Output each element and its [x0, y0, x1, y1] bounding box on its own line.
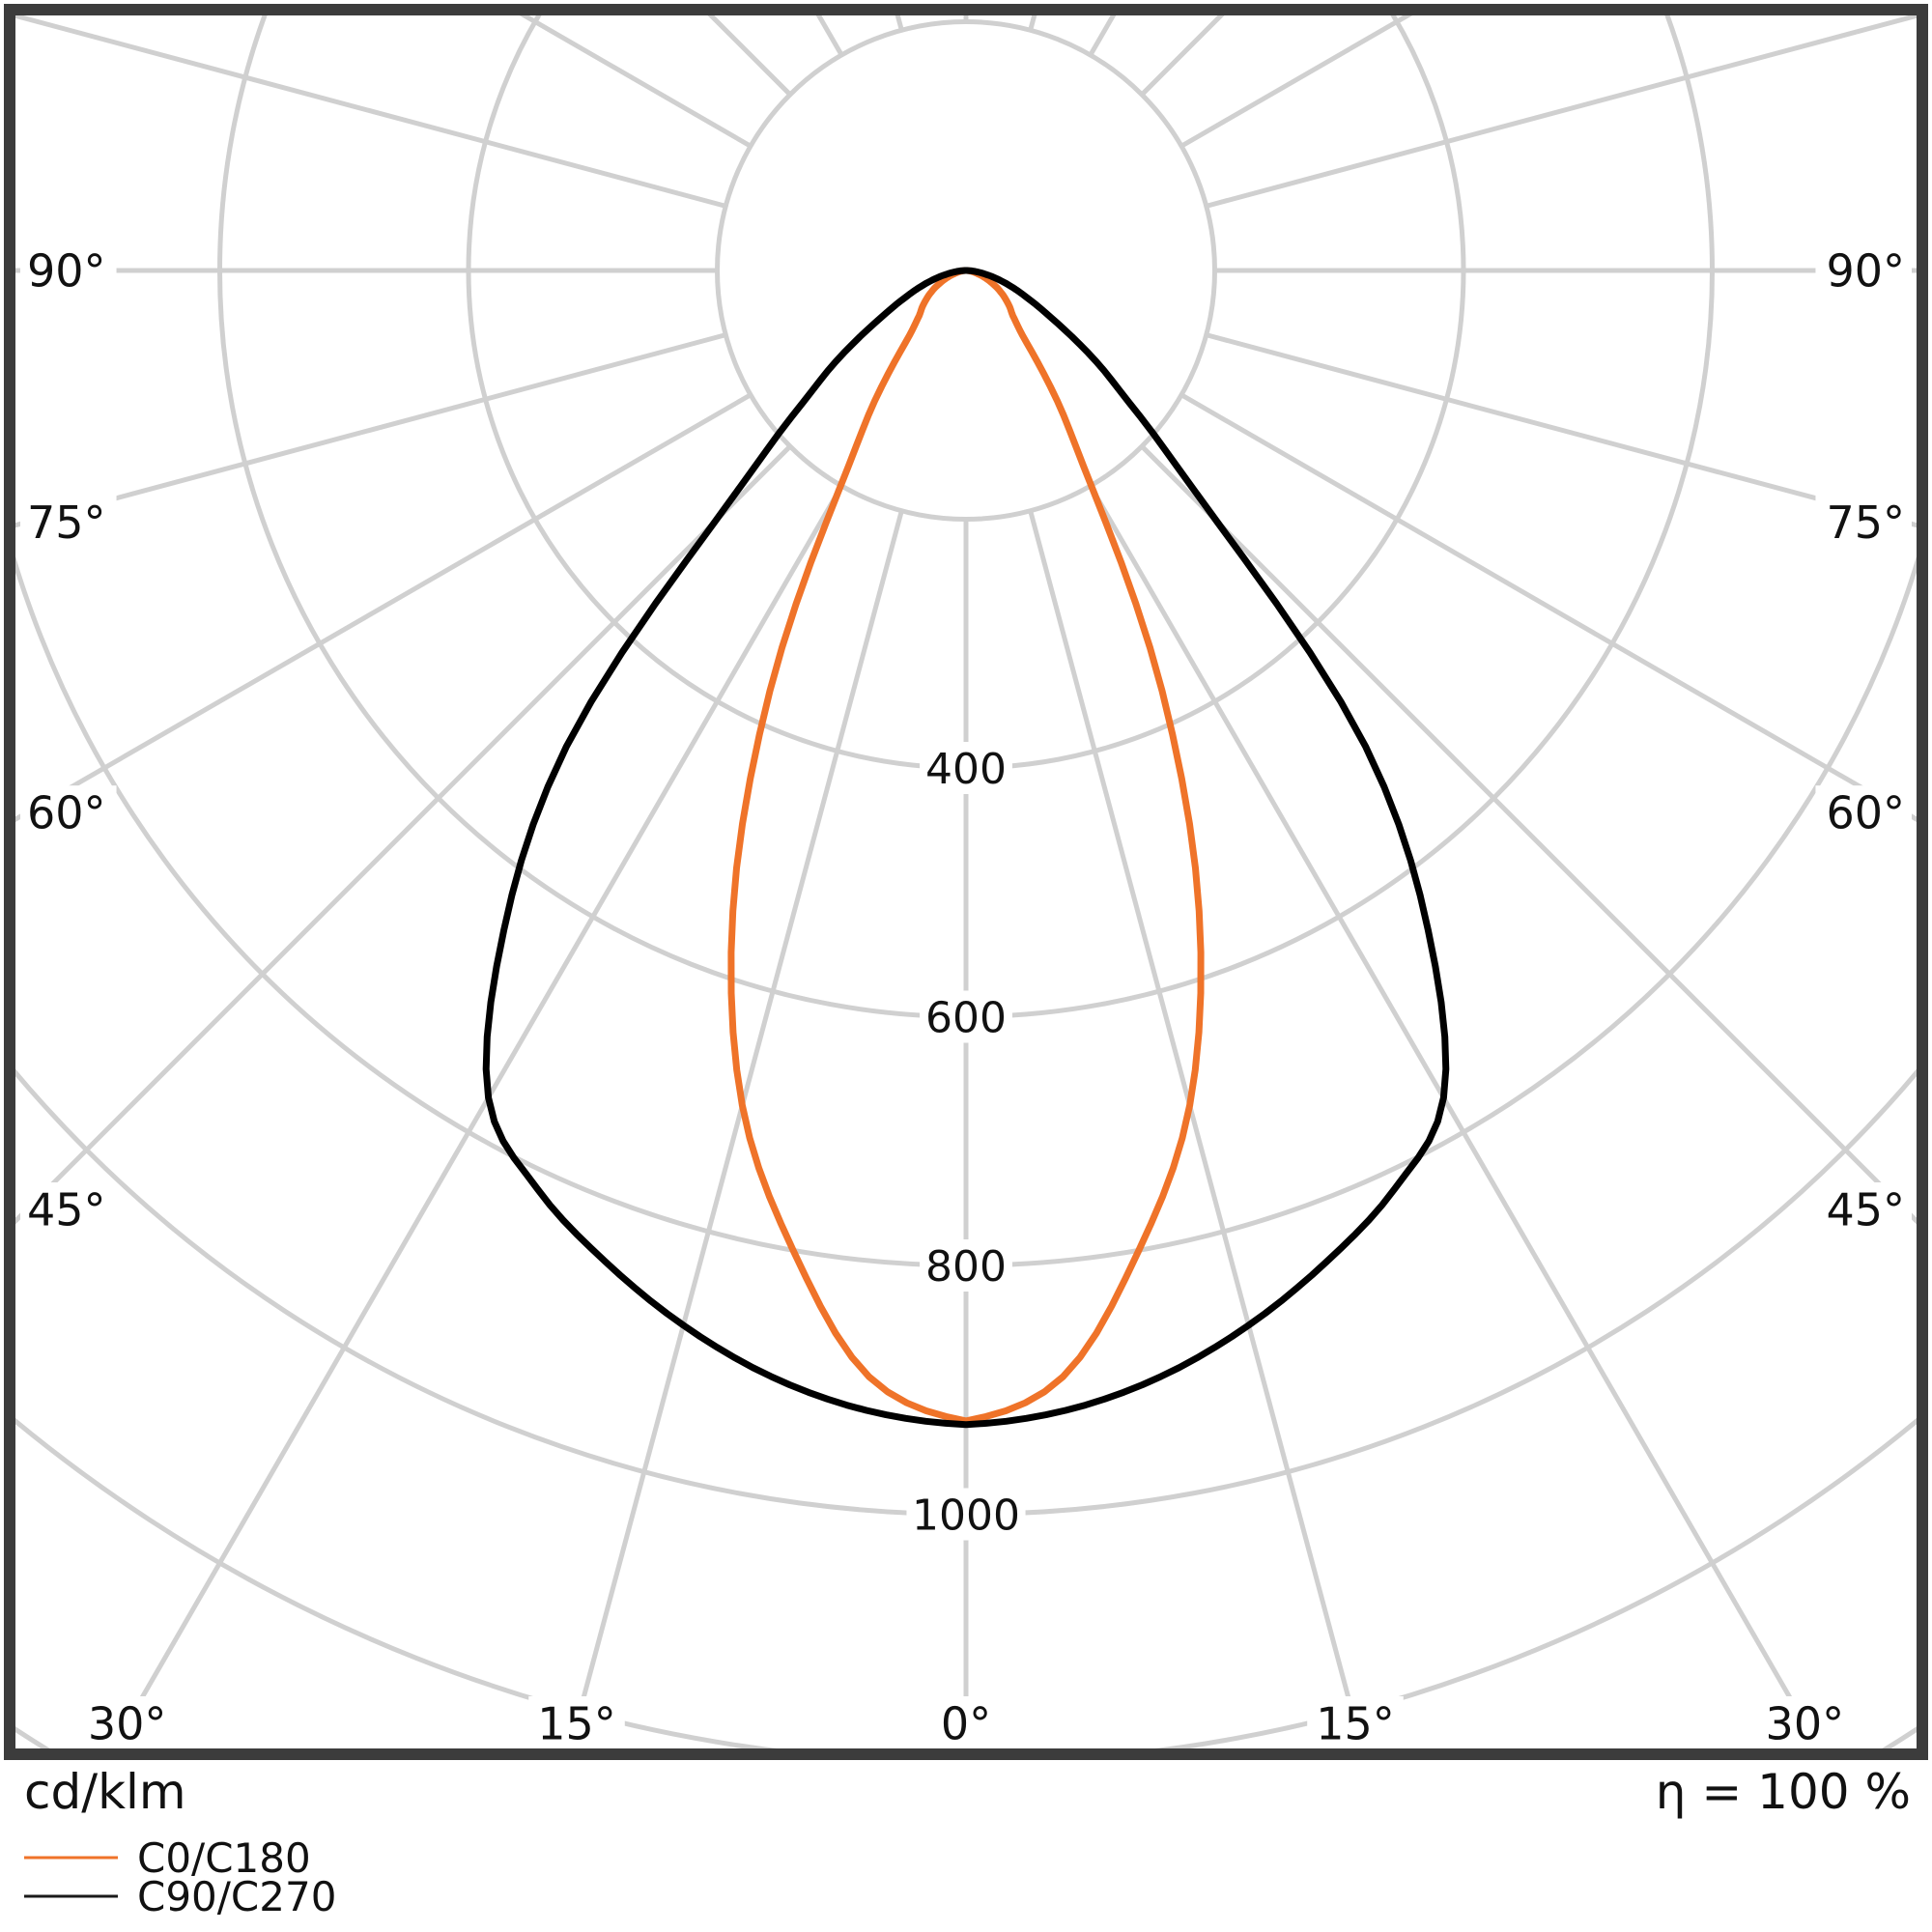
curve-c0-c180: [727, 267, 1205, 1425]
radial-tick-1000: 1000: [912, 1491, 1020, 1540]
angle-label-bottom-0: 0°: [941, 1698, 991, 1750]
angle-label-bottom-15: 15°: [1316, 1698, 1395, 1750]
plot-frame: [4, 4, 1928, 1760]
angle-label-left-60-bg: [20, 785, 117, 840]
angle-label-left-45: 45°: [27, 1184, 106, 1236]
grid-radial-45: [1140, 444, 1917, 1225]
grid-radial-30: [1088, 484, 1824, 1750]
grid-radial-330: [108, 484, 844, 1750]
angle-label-left-90: 90°: [27, 245, 106, 298]
legend-label-c90-c270: C90/C270: [137, 1873, 336, 1920]
grid-radial-60: [1179, 392, 1917, 822]
legend: C0/C180 C90/C270: [24, 1834, 336, 1920]
radial-tick-800: 800: [925, 1242, 1007, 1292]
axis-labels: 400 600 800 1000 90° 75° 60° 45° 90° 75° 60° 45° 30°…: [20, 243, 1912, 1750]
efficiency-label: η = 100 %: [1656, 1764, 1911, 1820]
angle-label-bottom-30: 30°: [1766, 1698, 1845, 1750]
angle-label-left-75: 75°: [27, 497, 106, 549]
legend-label-c0-c180: C0/C180: [137, 1834, 311, 1882]
radial-tick-400: 400: [925, 745, 1007, 794]
angle-label-left-90-bg: [20, 243, 117, 298]
angle-label-bottom-30-bg: [1756, 1696, 1854, 1750]
angle-label-bottom-0-bg: [931, 1696, 1001, 1750]
grid-radial-345: [566, 510, 904, 1750]
grid-radial-315: [15, 444, 792, 1225]
angle-label-bottom--30: 30°: [88, 1698, 167, 1750]
angle-label-right-90-bg: [1815, 243, 1912, 298]
grid-radial-75: [1206, 332, 1917, 528]
angle-label-right-75: 75°: [1826, 497, 1905, 549]
radial-unit-label: cd/klm: [24, 1764, 186, 1820]
angle-label-bottom--30-bg: [78, 1696, 176, 1750]
radial-tick-1000-bg: [906, 1488, 1026, 1541]
grid-radial-285: [15, 332, 726, 528]
radial-tick-600: 600: [925, 993, 1007, 1042]
angle-label-bottom--15: 15°: [537, 1698, 616, 1750]
grid-radial-300: [15, 392, 753, 822]
radial-tick-400-bg: [920, 742, 1012, 794]
angle-label-left-60: 60°: [27, 787, 106, 839]
angle-label-left-45-bg: [20, 1182, 117, 1236]
angle-label-bottom-15-bg: [1307, 1696, 1404, 1750]
angle-label-right-75-bg: [1815, 495, 1912, 550]
angle-label-bottom--15-bg: [528, 1696, 625, 1750]
angle-label-right-90: 90°: [1826, 245, 1905, 298]
radial-tick-600-bg: [920, 990, 1012, 1043]
radial-tick-800-bg: [920, 1239, 1012, 1292]
angle-label-right-60: 60°: [1826, 787, 1905, 839]
angle-label-right-45-bg: [1815, 1182, 1912, 1236]
intensity-curves: [482, 267, 1450, 1429]
curve-c90-c270: [482, 267, 1450, 1429]
grid-radial-255: [15, 15, 726, 209]
grid-radial-15: [1028, 510, 1366, 1750]
grid-radial-105: [1206, 15, 1917, 209]
angle-label-right-45: 45°: [1826, 1184, 1905, 1236]
angle-label-left-75-bg: [20, 495, 117, 550]
angle-label-right-60-bg: [1815, 785, 1912, 840]
